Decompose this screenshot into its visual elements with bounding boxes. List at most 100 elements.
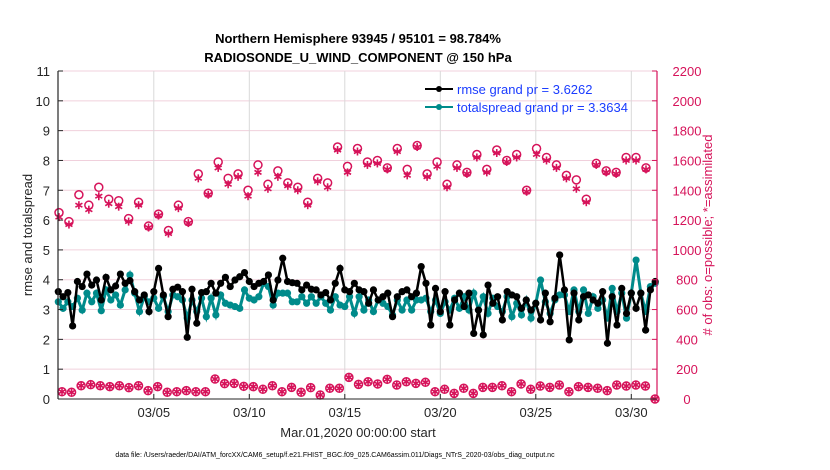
totalspread-point	[326, 306, 335, 314]
asterisk-stroke	[423, 174, 432, 180]
rmse-point	[221, 273, 230, 281]
obs-assimilated-marker	[502, 157, 511, 166]
asterisk-stroke	[642, 166, 650, 173]
rmse-point	[599, 288, 607, 296]
obs-lower-assimilated-marker	[182, 386, 191, 395]
x-tick-label: 03/05	[138, 405, 171, 420]
obs-assimilated-marker	[174, 204, 183, 213]
obs-assimilated-marker	[532, 150, 541, 159]
obs-lower-assimilated-marker	[555, 380, 564, 389]
asterisk-stroke	[631, 382, 640, 388]
asterisk-stroke	[622, 157, 630, 164]
obs-lower-assimilated-marker	[584, 383, 592, 392]
rmse-point	[150, 288, 158, 296]
obs-lower-assimilated-marker	[383, 375, 392, 384]
x-tick-label: 03/10	[233, 405, 266, 420]
obs-lower-assimilated-marker	[498, 381, 506, 390]
obs-assimilated-marker	[164, 229, 173, 238]
rmse-point	[498, 316, 506, 324]
rmse-point	[532, 299, 540, 307]
rmse-point	[460, 302, 468, 311]
obs-lower-assimilated-marker	[345, 373, 353, 382]
asterisk-stroke	[134, 383, 143, 389]
rmse-point	[522, 296, 530, 304]
asterisk-stroke	[316, 392, 325, 398]
obs-lower-assimilated-marker	[421, 378, 430, 387]
asterisk-stroke	[273, 174, 282, 180]
obs-assimilated-marker	[313, 177, 322, 186]
obs-lower-assimilated-marker	[134, 381, 143, 390]
obs-assimilated-marker	[463, 169, 471, 178]
asterisk-stroke	[293, 187, 302, 193]
asterisk-stroke	[134, 202, 143, 208]
totalspread-point	[369, 308, 378, 316]
rmse-point	[102, 273, 110, 281]
rmse-line	[57, 254, 657, 344]
rmse-point	[455, 289, 463, 297]
obs-assimilated-marker	[363, 160, 372, 169]
rmse-point	[384, 289, 392, 297]
obs-assimilated-marker	[472, 153, 481, 162]
rmse-point	[431, 284, 440, 292]
rmse-point	[489, 299, 497, 307]
asterisk-stroke	[182, 387, 191, 394]
asterisk-stroke	[403, 172, 412, 179]
asterisk-stroke	[536, 383, 545, 389]
asterisk-stroke	[453, 165, 461, 171]
rmse-point	[269, 296, 277, 304]
totalspread-point	[579, 286, 588, 294]
totalspread-point	[632, 256, 640, 264]
obs-lower-assimilated-marker	[364, 377, 372, 386]
asterisk-stroke	[593, 385, 602, 391]
totalspread-point	[269, 301, 277, 309]
obs-lower-assimilated-marker	[488, 383, 497, 392]
obs-assimilated-marker	[254, 168, 262, 177]
rmse-point	[627, 289, 635, 297]
rmse-point	[154, 264, 163, 272]
asterisk-stroke	[283, 183, 292, 189]
obs-lower-assimilated-marker	[593, 384, 602, 393]
totalspread-point	[240, 286, 249, 294]
rmse-point	[159, 291, 167, 299]
rmse-point	[412, 289, 421, 297]
asterisk-stroke	[602, 169, 611, 176]
obs-possible-marker	[94, 182, 104, 193]
rmse-point	[298, 286, 306, 294]
chart-title-line1: Northern Hemisphere 93945 / 95101 = 98.7…	[215, 31, 501, 46]
obs-lower-assimilated-marker	[144, 386, 152, 395]
asterisk-stroke	[383, 376, 392, 383]
obs-lower-assimilated-marker	[402, 377, 411, 386]
rmse-point	[126, 277, 134, 285]
rmse-point	[236, 273, 244, 281]
asterisk-stroke	[124, 218, 133, 225]
rmse-point	[618, 284, 626, 292]
obs-lower-assimilated-marker	[574, 382, 583, 391]
totalspread-point	[97, 307, 105, 315]
asterisk-stroke	[65, 221, 73, 228]
asterisk-stroke	[244, 193, 252, 199]
asterisk-stroke	[192, 388, 200, 395]
asterisk-stroke	[144, 387, 152, 394]
totalspread-point	[307, 293, 315, 301]
legend-rmse-label: rmse grand pr = 3.6262	[457, 82, 593, 97]
rmse-point	[465, 289, 473, 297]
asterisk-stroke	[353, 148, 362, 155]
asterisk-stroke	[469, 390, 478, 397]
y-right-tick-label: 1800	[673, 124, 702, 139]
rmse-point	[326, 296, 335, 304]
obs-lower-assimilated-marker	[325, 384, 334, 393]
asterisk-stroke	[478, 384, 487, 391]
rmse-point	[331, 279, 339, 287]
asterisk-stroke	[115, 383, 124, 389]
rmse-point	[107, 286, 115, 294]
asterisk-stroke	[488, 384, 497, 391]
obs-assimilated-marker	[403, 171, 412, 180]
chart-title-line2: RADIOSONDE_U_WIND_COMPONENT @ 150 hPa	[204, 50, 512, 65]
totalspread-point	[536, 276, 545, 284]
totalspread-point	[135, 308, 144, 316]
obs-lower-assimilated-marker	[536, 382, 545, 391]
y-tick-label: 10	[36, 94, 50, 109]
asterisk-stroke	[297, 389, 306, 395]
rmse-point	[293, 279, 301, 287]
obs-lower-assimilated-marker	[201, 387, 210, 396]
